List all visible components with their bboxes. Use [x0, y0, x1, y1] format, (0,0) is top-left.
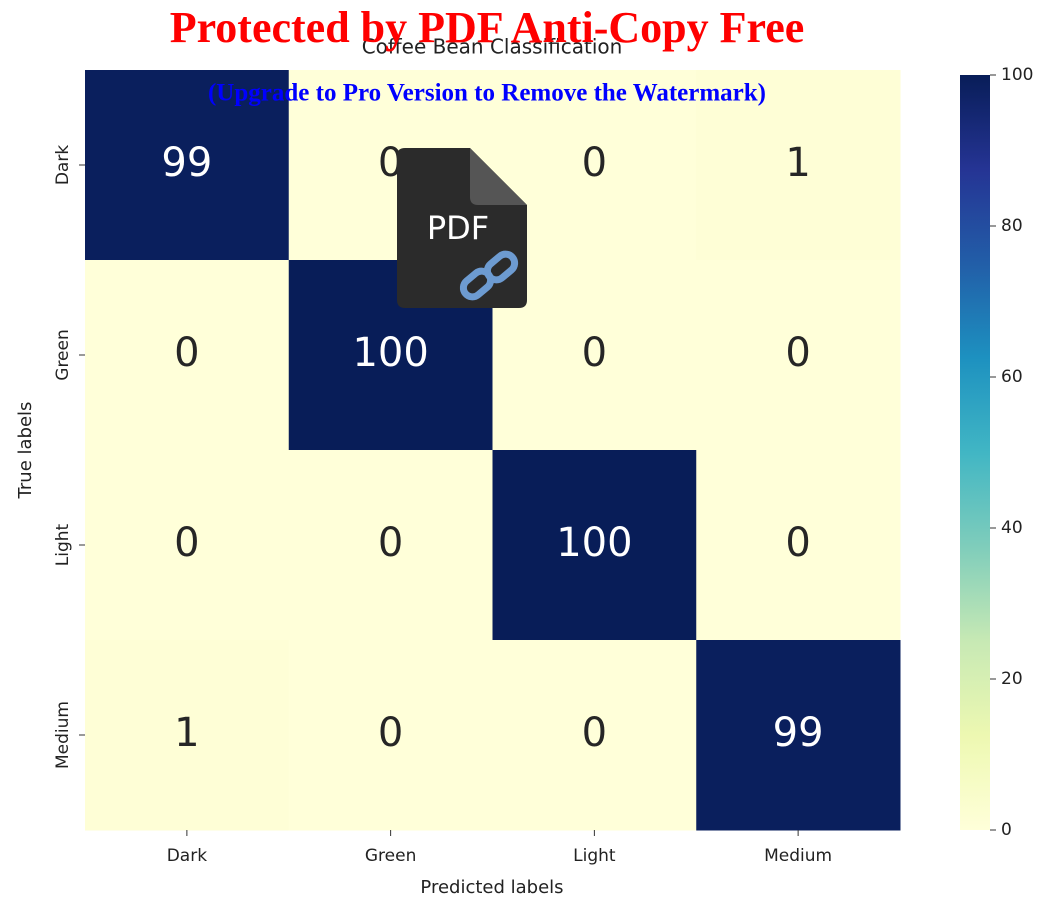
cell-label: 0 [582, 140, 607, 186]
heatmap-cell [288, 450, 493, 641]
watermark-subtitle: (Upgrade to Pro Version to Remove the Wa… [208, 80, 766, 107]
colorbar-tick-label: 60 [1001, 367, 1023, 387]
heatmap-cell [288, 640, 493, 831]
x-tick-label: Medium [764, 846, 832, 866]
heatmap-cell [85, 640, 290, 831]
cell-label: 0 [174, 520, 199, 566]
cell-label: 0 [785, 330, 810, 376]
y-tick-label: Green [53, 329, 73, 380]
heatmap-cell [85, 260, 290, 451]
y-tick-label: Medium [53, 701, 73, 769]
cell-label: 0 [582, 710, 607, 756]
cell-label: 0 [378, 710, 403, 756]
chart-title: Coffee Bean Classification [362, 35, 623, 59]
cell-label: 99 [773, 710, 824, 756]
cell-label: 100 [352, 330, 428, 376]
watermark-title: Protected by PDF Anti-Copy Free [170, 3, 805, 52]
link-icon [459, 250, 519, 301]
y-tick-label: Light [53, 523, 73, 566]
cell-label: 0 [785, 520, 810, 566]
heatmap-cell [696, 450, 901, 641]
cell-label: 0 [174, 330, 199, 376]
cell-label: 1 [174, 710, 199, 756]
heatmap-cell [85, 70, 290, 261]
y-tick-label: Dark [53, 145, 73, 185]
watermark: PDF Protected by PDF Anti-Copy Free (Upg… [170, 3, 805, 308]
colorbar [960, 75, 990, 830]
heatmap-cell [696, 70, 901, 261]
x-tick-label: Dark [167, 846, 207, 866]
heatmap-cell [492, 450, 697, 641]
x-tick-label: Green [365, 846, 416, 866]
heatmap-cell [696, 640, 901, 831]
heatmap-cell [696, 260, 901, 451]
cell-label: 0 [378, 520, 403, 566]
pdf-icon-label: PDF [427, 209, 489, 247]
x-axis-label: Predicted labels [420, 877, 563, 898]
colorbar-tick-label: 20 [1001, 669, 1023, 689]
y-axis-label: True labels [15, 402, 36, 500]
colorbar-tick-label: 40 [1001, 518, 1023, 538]
colorbar-tick-label: 80 [1001, 216, 1023, 236]
colorbar-tick-label: 0 [1001, 820, 1012, 840]
cell-label: 99 [161, 140, 212, 186]
cell-label: 0 [582, 330, 607, 376]
cell-label: 1 [785, 140, 810, 186]
pdf-icon-fold [470, 148, 527, 205]
cell-label: 100 [556, 520, 632, 566]
colorbar-tick-label: 100 [1001, 65, 1033, 85]
heatmap-cell [85, 450, 290, 641]
heatmap-cell [492, 640, 697, 831]
x-tick-label: Light [573, 846, 616, 866]
